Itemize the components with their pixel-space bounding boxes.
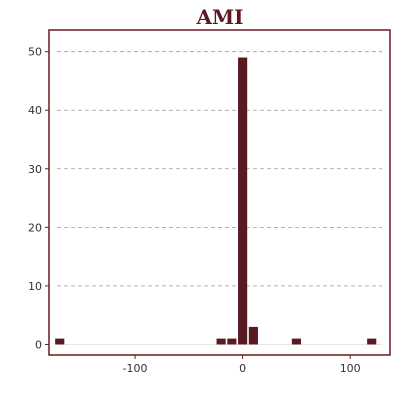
y-tick-label: 20 <box>28 221 42 234</box>
y-tick-label: 10 <box>28 280 42 293</box>
x-axis: -100 0 100 <box>123 355 361 375</box>
histogram-bar <box>238 57 248 345</box>
x-tick-label: 100 <box>340 362 361 375</box>
y-tick-label: 40 <box>28 104 42 117</box>
chart-title: AMI <box>195 5 243 29</box>
plot-frame <box>48 29 391 356</box>
bars-group <box>55 57 377 345</box>
histogram-bar <box>248 326 258 345</box>
x-tick-label: -100 <box>123 362 148 375</box>
y-tick-label: 30 <box>28 163 42 176</box>
histogram-bar <box>291 338 301 345</box>
x-tick-label: 0 <box>239 362 246 375</box>
y-axis: 0 10 20 30 40 50 <box>28 46 49 351</box>
y-tick-label: 50 <box>28 46 42 59</box>
y-tick-label: 0 <box>35 338 42 351</box>
histogram-bar <box>55 338 65 345</box>
histogram-bar <box>216 338 226 345</box>
histogram-bar <box>367 338 377 345</box>
grid-lines <box>57 51 382 345</box>
histogram-bar <box>227 338 237 345</box>
